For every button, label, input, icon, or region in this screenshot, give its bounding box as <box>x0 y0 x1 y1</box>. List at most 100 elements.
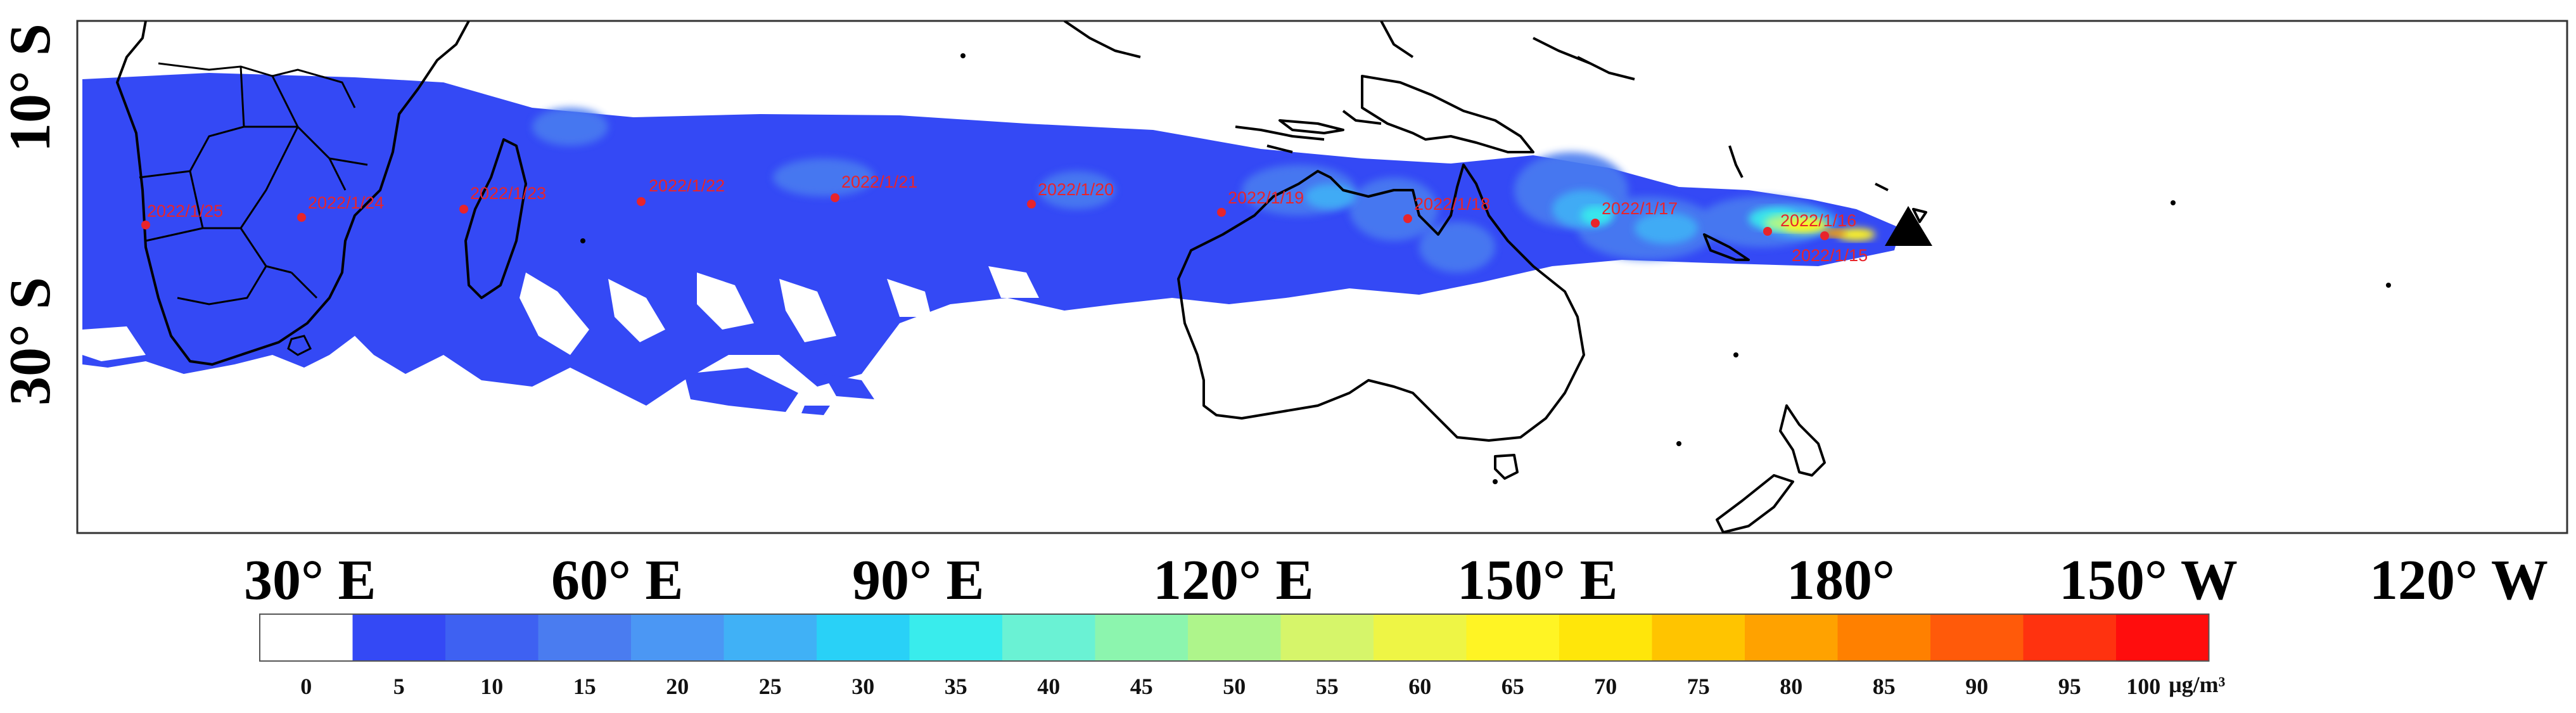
colorbar-swatch <box>1837 614 1931 661</box>
trajectory-point <box>297 213 306 222</box>
plume-lobe <box>824 374 874 399</box>
plume-gap <box>887 279 931 317</box>
trajectory-date-label: 2022/1/22 <box>649 176 725 195</box>
colorbar-tick-label: 20 <box>666 674 689 699</box>
colorbar-unit-label: μg/m³ <box>2169 672 2225 697</box>
madagascar-coast <box>464 138 527 299</box>
colorbar-swatch <box>538 614 632 661</box>
colorbar-tick-label: 5 <box>393 674 405 699</box>
new-caledonia <box>1703 233 1750 261</box>
new-zealand-south <box>1716 474 1794 533</box>
colorbar-tick-label: 90 <box>1965 674 1988 699</box>
colorbar-tick-label: 45 <box>1130 674 1153 699</box>
colorbar-swatch <box>1652 614 1745 661</box>
trajectory-date-label: 2022/1/17 <box>1602 199 1678 218</box>
trajectory-point <box>1217 208 1226 217</box>
colorbar-frame <box>259 613 2210 662</box>
lon-label: 150° W <box>2059 549 2238 612</box>
timor-coast <box>1278 119 1344 134</box>
colorbar-swatch <box>1002 614 1095 661</box>
colorbar-tick-label: 65 <box>1502 674 1524 699</box>
colorbar-tick-label: 40 <box>1037 674 1060 699</box>
trajectory-date-label: 2022/1/21 <box>841 172 917 191</box>
trajectory-date-label: 2022/1/25 <box>147 202 223 221</box>
plume-gap <box>82 326 146 361</box>
colorbar-tick-label: 80 <box>1780 674 1802 699</box>
colorbar-tick-label: 55 <box>1316 674 1339 699</box>
colorbar-swatch <box>909 614 1003 661</box>
plume-gap <box>697 273 754 330</box>
trajectory-point <box>1591 219 1600 228</box>
trajectory-date-label: 2022/1/15 <box>1792 246 1868 265</box>
colorbar-tick-label: 30 <box>851 674 874 699</box>
lat-label-30s: 30° S <box>0 277 62 406</box>
colorbar-tick-label: 25 <box>759 674 782 699</box>
lon-label: 120° E <box>1153 549 1314 612</box>
lon-label: 30° E <box>244 549 376 612</box>
colorbar-swatch <box>1188 614 1281 661</box>
lesotho-outline <box>287 335 312 356</box>
small-island <box>960 53 966 58</box>
plume-gap <box>520 273 589 355</box>
fiji-islands <box>1875 183 1927 223</box>
lon-label: 120° W <box>2369 549 2548 612</box>
colorbar-swatch <box>1559 614 1652 661</box>
trajectory-point <box>1403 214 1412 223</box>
indonesia-coast <box>1063 21 1414 153</box>
colorbar-tick-label: 0 <box>300 674 312 699</box>
africa-coast <box>116 21 470 366</box>
lat-label-10s: 10° S <box>0 23 62 152</box>
coastlines <box>116 21 2391 533</box>
trajectory-date-label: 2022/1/24 <box>308 193 384 212</box>
colorbar-swatch <box>724 614 817 661</box>
lon-label: 60° E <box>551 549 684 612</box>
plume-gap <box>988 266 1039 298</box>
colorbar-tick-label: 95 <box>2058 674 2081 699</box>
colorbar: 0 5 10 15 20 25 30 35 40 45 50 55 60 65 70 75 80 85 90 95 10… <box>259 613 2226 699</box>
trajectory-point <box>1027 200 1036 209</box>
trajectory-point <box>831 193 839 202</box>
small-island <box>580 238 585 243</box>
australia-coast <box>1177 164 1585 442</box>
colorbar-tick-label: 70 <box>1594 674 1617 699</box>
small-island <box>1493 479 1498 484</box>
country-borders <box>139 62 368 305</box>
colorbar-tick-label: 35 <box>945 674 967 699</box>
trajectory-date-label: 2022/1/16 <box>1780 211 1856 230</box>
colorbar-swatch <box>1930 614 2024 661</box>
triangle-marker <box>1885 206 1932 246</box>
new-zealand-north <box>1779 404 1826 477</box>
colorbar-tick-label: 85 <box>1873 674 1896 699</box>
trajectory-date-label: 2022/1/18 <box>1414 195 1490 214</box>
tasmania-coast <box>1494 454 1519 480</box>
colorbar-swatch <box>2116 614 2209 661</box>
lon-label: 150° E <box>1457 549 1618 612</box>
trajectory-point <box>459 205 468 214</box>
trajectory-point <box>1820 231 1829 240</box>
colorbar-swatch <box>1466 614 1560 661</box>
small-island <box>1676 441 1681 446</box>
colorbar-tick-label: 15 <box>573 674 596 699</box>
colorbar-tick-label: 60 <box>1408 674 1431 699</box>
longitude-labels: 30° E 60° E 90° E 120° E 150° E 180° 150… <box>244 549 2548 612</box>
trajectory-point <box>1763 227 1772 236</box>
trajectory-date-label: 2022/1/19 <box>1228 188 1304 207</box>
lon-label: 90° E <box>852 549 985 612</box>
colorbar-tick-label: 10 <box>480 674 503 699</box>
new-guinea-coast <box>1361 75 1534 153</box>
colorbar-swatch <box>1374 614 1467 661</box>
lon-label: 180° <box>1787 549 1895 612</box>
plume-gap <box>779 279 836 342</box>
plume-lobe <box>684 368 798 412</box>
small-island <box>2171 200 2176 205</box>
colorbar-swatch <box>445 614 539 661</box>
colorbar-swatch <box>817 614 910 661</box>
small-island <box>1733 352 1738 357</box>
colorbar-swatch <box>631 614 724 661</box>
colorbar-swatch <box>1280 614 1374 661</box>
colorbar-tick-label: 100 <box>2126 674 2160 699</box>
trajectory-date-label: 2022/1/23 <box>470 184 546 203</box>
colorbar-swatch <box>2023 614 2117 661</box>
aerosol-plume <box>82 73 1901 415</box>
plume-gap <box>608 279 665 342</box>
